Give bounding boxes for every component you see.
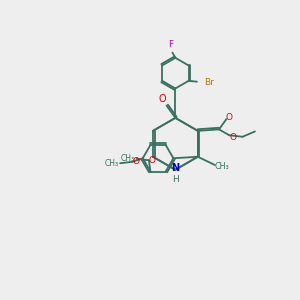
Text: CH₃: CH₃ <box>214 162 229 171</box>
Text: CH₃: CH₃ <box>104 159 118 168</box>
Text: O: O <box>226 113 233 122</box>
Text: O: O <box>230 133 236 142</box>
Text: F: F <box>168 40 173 49</box>
Text: CH₃: CH₃ <box>121 154 135 163</box>
Text: H: H <box>172 175 179 184</box>
Text: Br: Br <box>204 78 214 87</box>
Text: N: N <box>171 163 179 173</box>
Text: O: O <box>149 156 156 165</box>
Text: O: O <box>158 94 166 104</box>
Text: O: O <box>133 157 140 166</box>
